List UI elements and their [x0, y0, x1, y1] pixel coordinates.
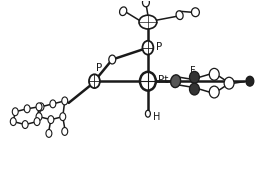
Ellipse shape [36, 113, 42, 121]
Ellipse shape [36, 103, 42, 111]
Ellipse shape [12, 108, 18, 116]
Ellipse shape [224, 77, 234, 89]
Ellipse shape [145, 110, 150, 117]
Ellipse shape [62, 128, 68, 135]
Ellipse shape [139, 15, 157, 29]
Text: H: H [153, 112, 160, 122]
Ellipse shape [22, 121, 28, 129]
Ellipse shape [140, 72, 156, 91]
Text: F: F [190, 66, 195, 76]
Ellipse shape [142, 0, 149, 7]
Text: P: P [96, 63, 103, 73]
Ellipse shape [209, 68, 219, 80]
Text: Pt: Pt [158, 75, 168, 85]
Ellipse shape [189, 71, 199, 83]
Ellipse shape [48, 116, 54, 124]
Ellipse shape [176, 11, 183, 19]
Ellipse shape [89, 74, 100, 88]
Ellipse shape [120, 7, 127, 15]
Ellipse shape [38, 103, 44, 111]
Ellipse shape [191, 8, 199, 17]
Ellipse shape [142, 41, 153, 55]
Ellipse shape [171, 75, 181, 88]
Ellipse shape [24, 105, 30, 113]
Ellipse shape [10, 118, 16, 125]
Ellipse shape [246, 76, 254, 86]
Ellipse shape [189, 83, 199, 95]
Ellipse shape [60, 113, 66, 121]
Ellipse shape [209, 86, 219, 98]
Ellipse shape [34, 118, 40, 125]
Ellipse shape [50, 100, 56, 108]
Ellipse shape [46, 129, 52, 137]
Ellipse shape [62, 97, 68, 105]
Ellipse shape [109, 55, 116, 64]
Text: P: P [156, 42, 162, 52]
